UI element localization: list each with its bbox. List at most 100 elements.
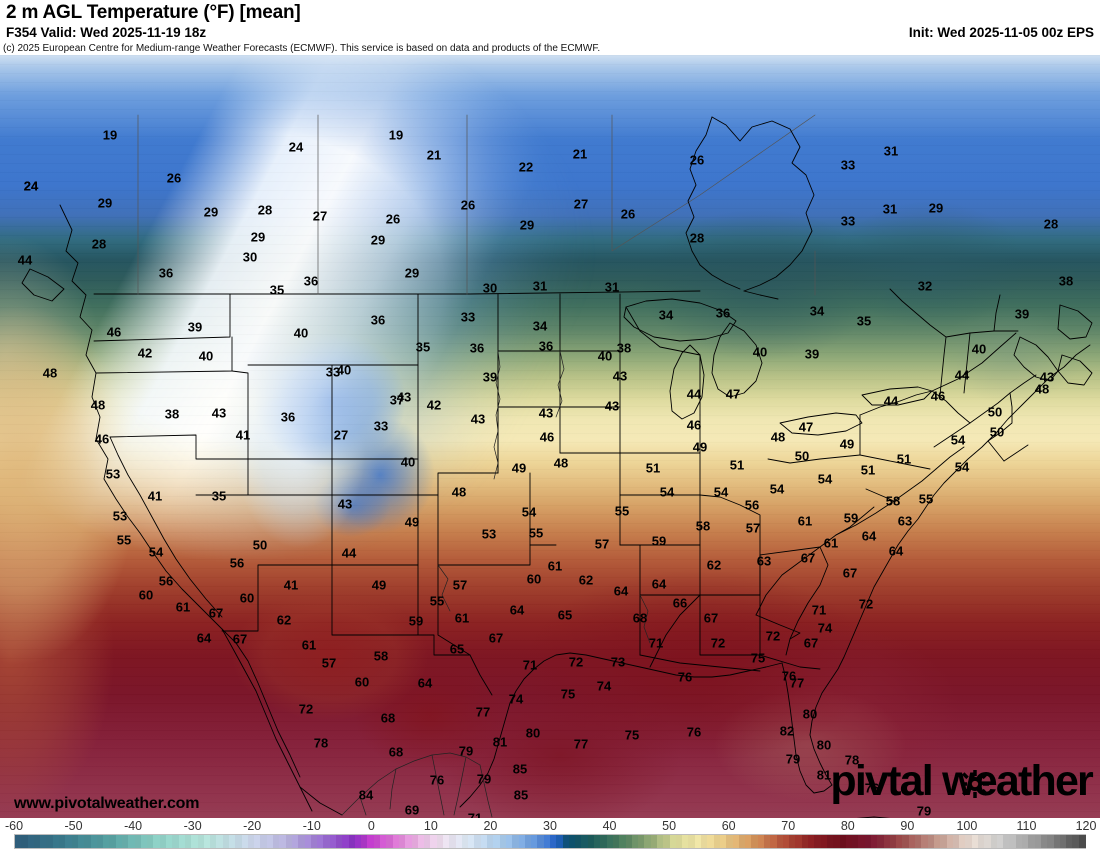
colorbar-segment [581, 835, 589, 848]
temperature-label: 29 [250, 229, 266, 245]
colorbar-segment [247, 835, 256, 848]
temperature-label: 59 [843, 510, 859, 526]
temperature-label: 72 [710, 635, 726, 651]
temperature-label: 61 [823, 535, 839, 551]
temperature-label: 43 [604, 398, 620, 414]
temperature-label: 61 [175, 599, 191, 615]
temperature-label: 29 [519, 217, 535, 233]
colorbar-segment [203, 835, 211, 848]
colorbar-segment [109, 835, 117, 848]
temperature-label: 33 [840, 157, 856, 173]
colorbar-segment [921, 835, 929, 848]
temperature-label: 54 [954, 459, 970, 475]
colorbar-segment [978, 835, 986, 848]
temperature-label: 76 [864, 780, 880, 796]
colorbar-segment [1047, 835, 1055, 848]
colorbar-segment [487, 835, 495, 848]
colorbar-segment [1066, 835, 1074, 848]
colorbar-segment [669, 835, 677, 848]
temperature-label: 36 [280, 409, 296, 425]
temperature-label: 60 [354, 674, 370, 690]
colorbar-segment [745, 835, 753, 848]
temperature-label: 46 [930, 388, 946, 404]
colorbar-segment [600, 835, 608, 848]
colorbar-segment [285, 835, 293, 848]
site-url-watermark: www.pivotalweather.com [14, 795, 200, 812]
colorbar-segment [260, 835, 268, 848]
temperature-label: 39 [804, 346, 820, 362]
temperature-label: 36 [370, 312, 386, 328]
temperature-label: 31 [883, 143, 899, 159]
colorbar-tick: -50 [64, 819, 83, 833]
temperature-label: 58 [885, 493, 901, 509]
temperature-label: 29 [203, 204, 219, 220]
temperature-label: 35 [856, 313, 872, 329]
temperature-label: 64 [509, 602, 525, 618]
temperature-label: 40 [597, 348, 613, 364]
temperature-label: 55 [429, 593, 445, 609]
temperature-label: 39 [1014, 306, 1030, 322]
temperature-label: 62 [276, 612, 292, 628]
colorbar-segment [430, 835, 438, 848]
temperature-label: 54 [817, 471, 833, 487]
temperature-label: 72 [298, 701, 314, 717]
temperature-label: 64 [888, 543, 904, 559]
temperature-label: 67 [232, 631, 248, 647]
temperature-label: 40 [293, 325, 309, 341]
temperature-label: 50 [987, 404, 1003, 420]
colorbar-segment [455, 835, 463, 848]
colorbar-segment [556, 835, 564, 848]
temperature-label: 54 [521, 504, 537, 520]
temperature-label: 60 [239, 590, 255, 606]
temperature-label: 51 [896, 451, 912, 467]
temperature-label: 36 [158, 265, 174, 281]
colorbar-segment [222, 835, 230, 848]
colorbar-segment [310, 835, 318, 848]
temperature-label: 74 [508, 691, 524, 707]
temperature-label: 69 [404, 802, 420, 818]
colorbar-segment [631, 835, 639, 848]
colorbar-segment [386, 835, 394, 848]
temperature-label: 53 [112, 508, 128, 524]
colorbar-segment [52, 835, 60, 848]
temperature-map[interactable]: 19 24 29 26 29 28 28 29 27 26 29 30 36 36 29 35 19 24 21 22… [0, 55, 1100, 818]
colorbar-segment [650, 835, 658, 848]
temperature-label: 79 [458, 743, 474, 759]
temperature-label: 48 [553, 455, 569, 471]
temperature-label: 33 [460, 309, 476, 325]
temperature-label: 22 [518, 159, 534, 175]
colorbar-segment [550, 835, 558, 848]
colorbar-segment [1022, 835, 1030, 848]
temperature-label: 56 [744, 497, 760, 513]
temperature-label: 60 [138, 587, 154, 603]
colorbar-segment [1078, 835, 1086, 848]
valid-time-label: F354 Valid: Wed 2025-11-19 18z [6, 25, 207, 40]
colorbar-segment [852, 835, 860, 848]
temperature-label: 56 [229, 555, 245, 571]
colorbar-tick: -30 [183, 819, 202, 833]
colorbar-tick: 10 [423, 819, 438, 833]
temperature-label: 80 [525, 725, 541, 741]
temperature-label: 47 [725, 386, 741, 402]
colorbar-segment [134, 835, 142, 848]
colorbar-segment [405, 835, 413, 848]
colorbar-segment [701, 835, 709, 848]
colorbar-segment [424, 835, 432, 848]
colorbar-segment [103, 835, 111, 848]
temperature-label: 35 [269, 282, 285, 298]
colorbar-tick: 110 [1016, 819, 1037, 833]
temperature-label: 59 [651, 533, 667, 549]
temperature-label: 62 [706, 557, 722, 573]
temperature-label: 54 [769, 481, 785, 497]
colorbar-segment [877, 835, 885, 848]
colorbar-segment [191, 835, 199, 848]
temperature-label: 36 [538, 338, 554, 354]
temperature-label: 40 [336, 362, 352, 378]
colorbar-segment [757, 835, 765, 848]
temperature-label: 57 [452, 577, 468, 593]
temperature-label: 78 [844, 752, 860, 768]
colorbar-segment [77, 835, 86, 848]
colorbar-segment [147, 835, 155, 848]
temperature-label: 44 [686, 386, 702, 402]
